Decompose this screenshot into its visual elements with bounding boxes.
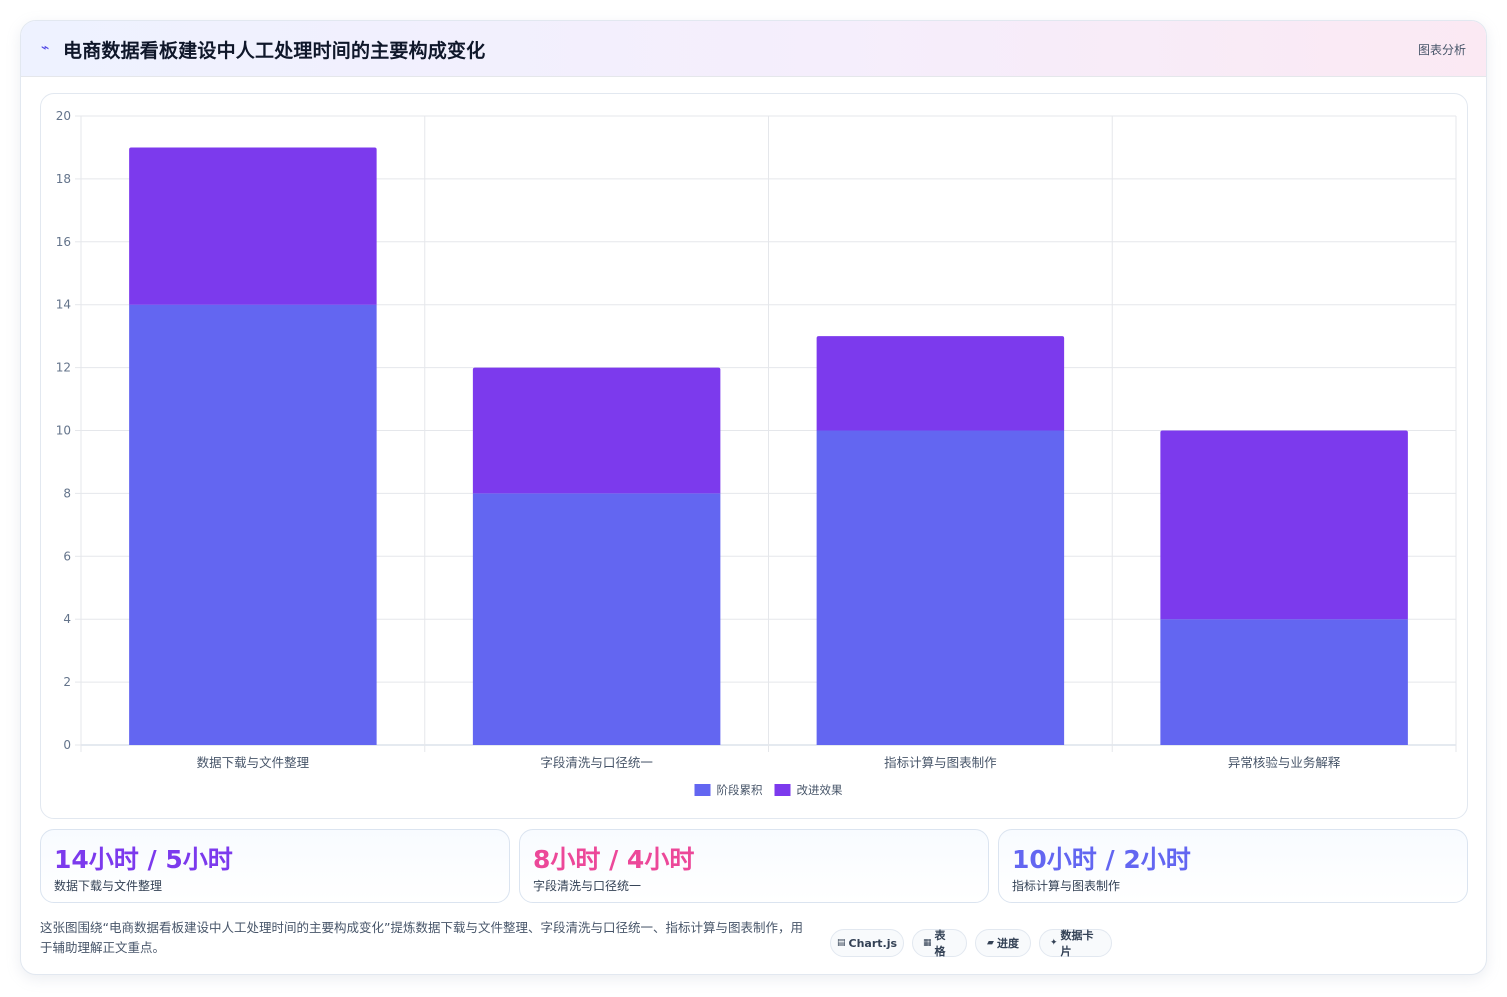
- bar-segment: [1160, 430, 1408, 620]
- stat-label: 数据下载与文件整理: [54, 879, 163, 893]
- chart-container: 0 2 4 6 8 10 12 14 16 18 20 数据下载与文件整理 字段清洗与口径统一 指标计算与…: [40, 93, 1468, 819]
- stat-value: 8小时 / 4小时: [533, 845, 695, 874]
- bar-segment: [1160, 619, 1408, 745]
- chip-table[interactable]: ▦ 表格: [912, 929, 967, 958]
- chip-data-card[interactable]: ✦ 数据卡片: [1039, 929, 1112, 958]
- y-tick-label: 18: [56, 172, 71, 186]
- chip-label: Chart.js: [848, 936, 898, 950]
- bar-segment: [129, 304, 377, 745]
- bar-segment: [816, 336, 1065, 431]
- legend-label: 改进效果: [797, 783, 843, 797]
- bar-segment: [472, 493, 721, 745]
- chip-label: 进度: [996, 937, 1019, 950]
- y-tick-label: 0: [63, 738, 71, 752]
- legend-label: 阶段累积: [717, 783, 763, 797]
- stat-label: 字段清洗与口径统一: [533, 879, 642, 893]
- stacked-bar-chart: 0 2 4 6 8 10 12 14 16 18 20 数据下载与文件整理 字段清洗与口径统一 指标计算与…: [56, 109, 1457, 797]
- chart-card: ⌁ 电商数据看板建设中人工处理时间的主要构成变化 图表分析 0 2 4 6 8 10 12 1…: [20, 20, 1487, 975]
- chart-description: 这张图围绕“电商数据看板建设中人工处理时间的主要构成变化”提炼数据下载与文件整理…: [40, 920, 803, 955]
- legend-swatch: [694, 784, 711, 796]
- chart-analysis-badge: 图表分析: [1417, 43, 1466, 57]
- y-tick-label: 12: [56, 361, 71, 375]
- x-tick-label: 数据下载与文件整理: [197, 755, 310, 770]
- bar-segment: [472, 367, 721, 494]
- y-tick-label: 8: [63, 486, 71, 500]
- x-tick-label: 指标计算与图表制作: [884, 755, 997, 770]
- chip-chartjs[interactable]: ▤ Chart.js: [830, 929, 904, 957]
- bar-segment: [816, 430, 1065, 745]
- chip-label: 数据卡片: [1060, 929, 1094, 958]
- chip-label: 表格: [934, 929, 946, 958]
- stat-card-3: 10小时 / 2小时 指标计算与图表制作: [998, 829, 1468, 903]
- y-tick-label: 2: [63, 675, 71, 689]
- chart-icon: ▤: [836, 938, 846, 948]
- table-icon: ▦: [923, 938, 932, 948]
- progress-icon: ▰: [987, 938, 994, 948]
- stat-value: 14小时 / 5小时: [54, 845, 233, 874]
- chip-progress[interactable]: ▰ 进度: [975, 929, 1031, 957]
- stat-card-2: 8小时 / 4小时 字段清洗与口径统一: [519, 829, 989, 903]
- bar-segment: [129, 147, 377, 305]
- stat-label: 指标计算与图表制作: [1012, 879, 1121, 893]
- x-tick-label: 字段清洗与口径统一: [540, 755, 653, 770]
- legend-swatch: [774, 784, 791, 796]
- stat-card-1: 14小时 / 5小时 数据下载与文件整理: [40, 829, 510, 903]
- stat-value: 10小时 / 2小时: [1012, 845, 1191, 874]
- y-tick-label: 6: [63, 549, 71, 563]
- x-tick-label: 异常核验与业务解释: [1228, 755, 1341, 770]
- y-tick-label: 16: [56, 235, 71, 249]
- trend-icon: ⌁: [41, 40, 50, 56]
- y-tick-label: 14: [56, 298, 71, 312]
- card-header: ⌁ 电商数据看板建设中人工处理时间的主要构成变化 图表分析: [21, 21, 1486, 77]
- y-tick-label: 4: [63, 612, 71, 626]
- chart-title: 电商数据看板建设中人工处理时间的主要构成变化: [63, 40, 486, 62]
- y-tick-label: 10: [56, 424, 71, 438]
- sparkle-icon: ✦: [1050, 938, 1058, 948]
- y-tick-label: 20: [56, 109, 71, 123]
